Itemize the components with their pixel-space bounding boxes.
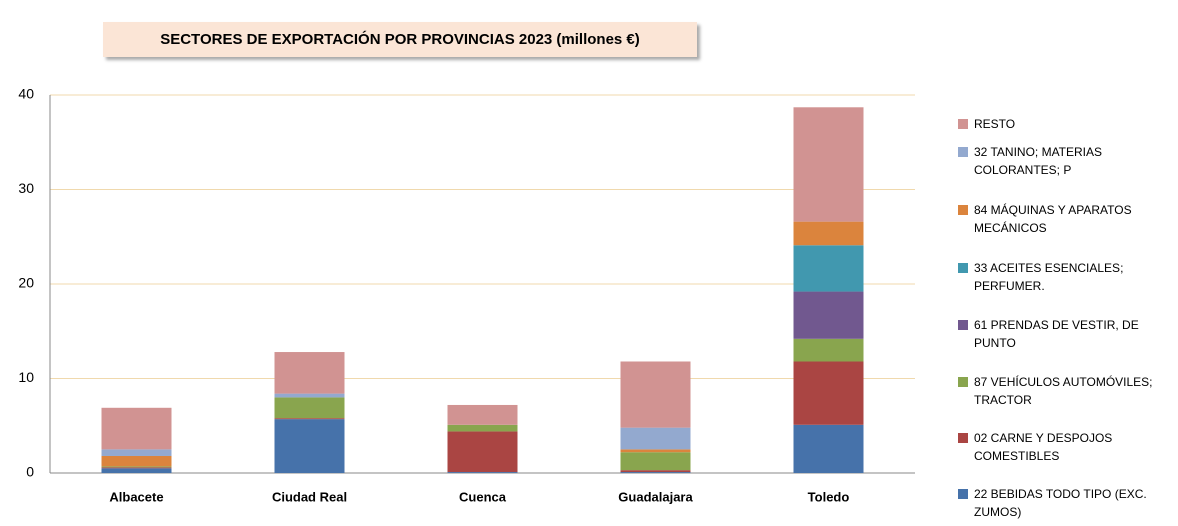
bar-segment <box>447 424 518 432</box>
legend-swatch <box>958 205 968 215</box>
bar-segment <box>274 419 345 473</box>
legend-item: 22 BEBIDAS TODO TIPO (EXC. ZUMOS) <box>958 485 1173 521</box>
legend-swatch <box>958 489 968 499</box>
bar-segment <box>620 449 691 453</box>
bar-segment <box>793 221 864 246</box>
legend-label: 61 PRENDAS DE VESTIR, DE PUNTO <box>974 318 1139 350</box>
bar-segment <box>620 470 691 473</box>
legend-label: 32 TANINO; MATERIAS COLORANTES; P <box>974 145 1103 177</box>
bar-segment <box>620 472 691 473</box>
legend-item: 87 VEHÍCULOS AUTOMÓVILES; TRACTOR <box>958 373 1173 409</box>
bar-segment <box>101 449 172 456</box>
y-tick-label: 10 <box>18 369 34 385</box>
legend-label: 84 MÁQUINAS Y APARATOS MECÁNICOS <box>974 203 1132 235</box>
bar-segment <box>793 424 864 473</box>
legend-label: RESTO <box>974 117 1016 131</box>
bar-segment <box>793 361 864 425</box>
bar-segment <box>274 418 345 420</box>
bar-segment <box>447 431 518 473</box>
y-tick-label: 40 <box>18 86 34 102</box>
bar-segment <box>793 245 864 292</box>
bar-segment <box>447 404 518 425</box>
legend-label: 02 CARNE Y DESPOJOS COMESTIBLES <box>974 431 1113 463</box>
bar-segment <box>620 427 691 450</box>
legend-item: 84 MÁQUINAS Y APARATOS MECÁNICOS <box>958 201 1173 237</box>
legend-item: 33 ACEITES ESENCIALES; PERFUMER. <box>958 259 1173 295</box>
x-tick-label: Cuenca <box>459 489 507 504</box>
bar-segment <box>101 455 172 467</box>
legend-label: 87 VEHÍCULOS AUTOMÓVILES; TRACTOR <box>974 375 1153 407</box>
bar-segment <box>793 338 864 362</box>
legend-item: 61 PRENDAS DE VESTIR, DE PUNTO <box>958 316 1173 352</box>
bar-segment <box>274 352 345 394</box>
legend-swatch <box>958 320 968 330</box>
legend-item: 02 CARNE Y DESPOJOS COMESTIBLES <box>958 429 1173 465</box>
bar-segment <box>101 467 172 469</box>
bar-segment <box>101 468 172 473</box>
y-tick-label: 30 <box>18 180 34 196</box>
bar-segment <box>793 107 864 222</box>
bar-segment <box>620 361 691 428</box>
bar-segment <box>101 407 172 450</box>
y-tick-label: 0 <box>26 464 34 480</box>
legend-swatch <box>958 263 968 273</box>
bar-segment <box>793 291 864 339</box>
bar-segment <box>101 466 172 468</box>
legend-swatch <box>958 433 968 443</box>
chart-title: SECTORES DE EXPORTACIÓN POR PROVINCIAS 2… <box>103 22 697 57</box>
legend-swatch <box>958 119 968 129</box>
x-tick-label: Albacete <box>109 489 163 504</box>
legend-swatch <box>958 377 968 387</box>
bar-segment <box>274 393 345 398</box>
legend-label: 33 ACEITES ESENCIALES; PERFUMER. <box>974 261 1124 293</box>
legend-label: 22 BEBIDAS TODO TIPO (EXC. ZUMOS) <box>974 487 1147 519</box>
legend-swatch <box>958 147 968 157</box>
x-tick-label: Guadalajara <box>618 489 693 504</box>
x-tick-label: Toledo <box>808 489 850 504</box>
chart: 0 10 20 30 40 Albacete Ciudad Real Cuenca Guadal… <box>18 86 915 504</box>
legend-item: RESTO <box>958 115 1173 133</box>
bar-segment <box>447 472 518 473</box>
bar-segment <box>620 452 691 471</box>
legend-item: 32 TANINO; MATERIAS COLORANTES; P <box>958 143 1173 179</box>
bar-segment <box>274 397 345 419</box>
x-tick-label: Ciudad Real <box>272 489 347 504</box>
y-tick-label: 20 <box>18 275 34 291</box>
